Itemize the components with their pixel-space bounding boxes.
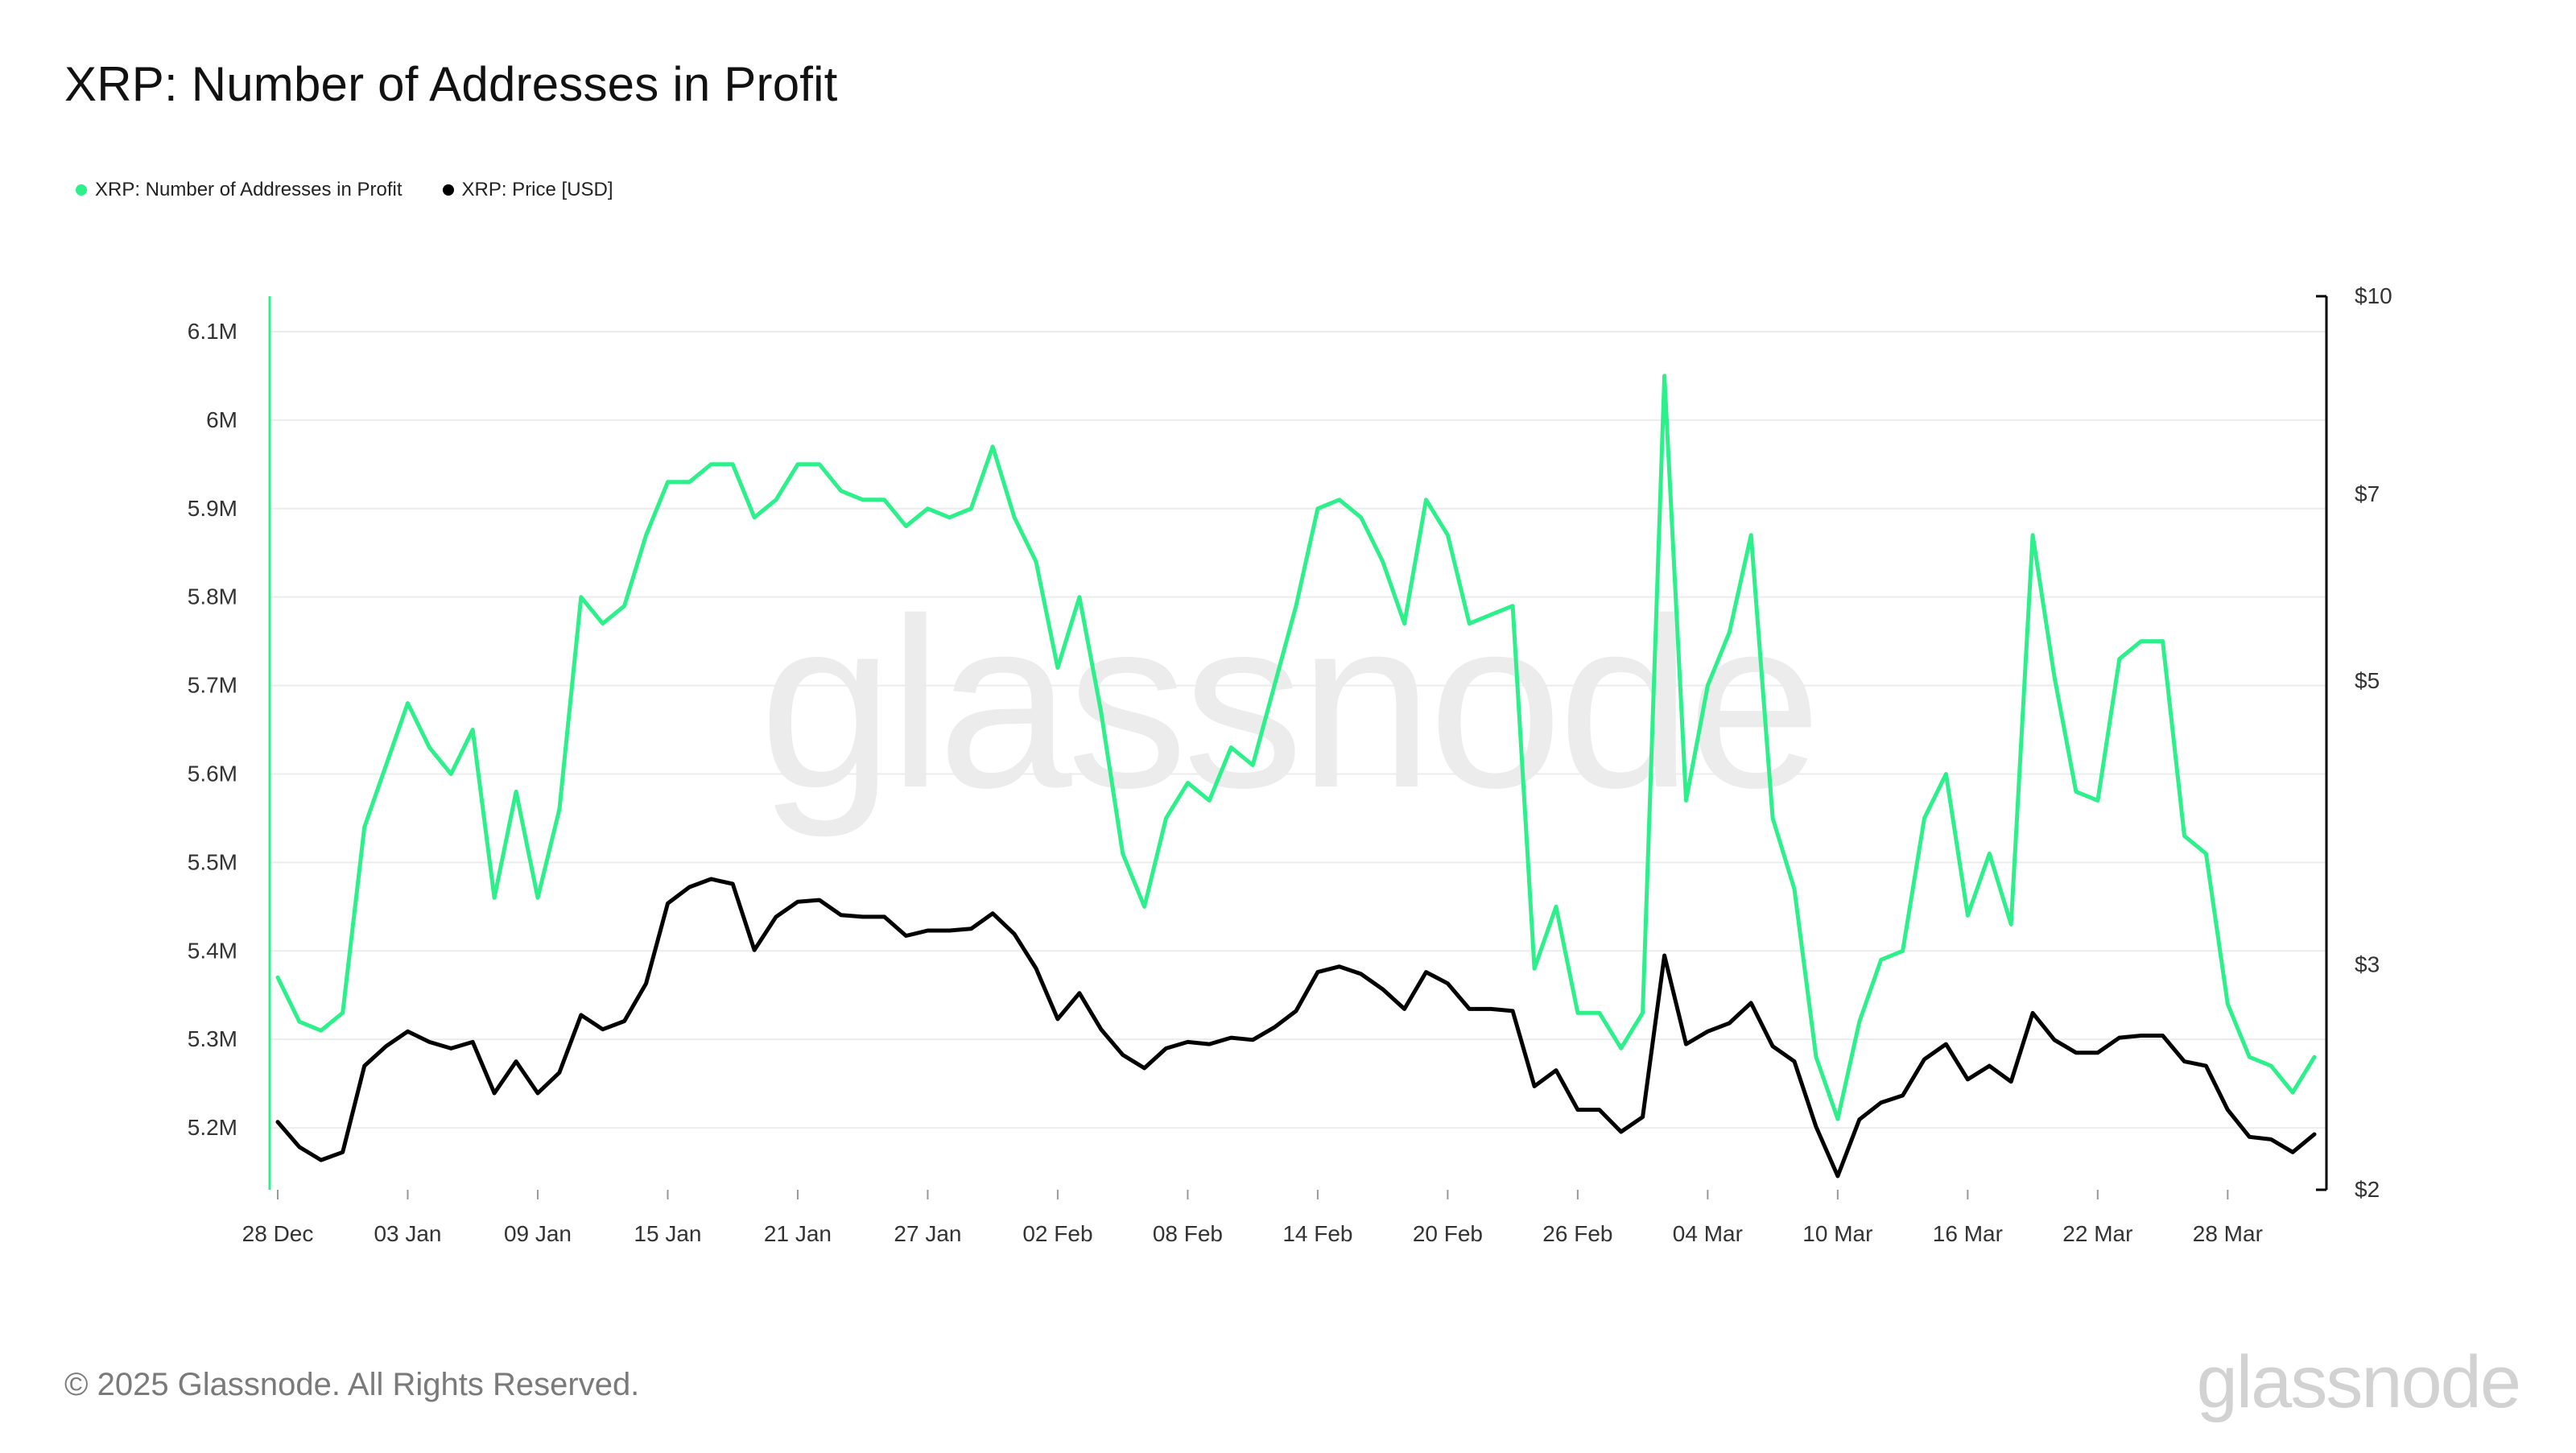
copyright-footer: © 2025 Glassnode. All Rights Reserved. (64, 1367, 640, 1402)
x-tick-label: 28 Dec (242, 1221, 314, 1246)
legend-item-price[interactable]: XRP: Price [USD] (442, 179, 613, 201)
x-tick-label: 26 Feb (1542, 1221, 1612, 1246)
y-tick-label-left: 5.9M (188, 496, 237, 521)
series-line-price (275, 877, 2317, 1178)
x-tick-label: 16 Mar (1933, 1221, 2003, 1246)
legend-dot-addresses (76, 184, 87, 196)
y-tick-label-right: $10 (2355, 283, 2392, 308)
y-tick-label-left: 6.1M (188, 319, 237, 344)
y-tick-label-right: $5 (2355, 668, 2380, 693)
x-tick-label: 03 Jan (374, 1221, 441, 1246)
x-tick-label: 10 Mar (1802, 1221, 1872, 1246)
x-tick-label: 20 Feb (1413, 1221, 1483, 1246)
y-tick-label-left: 5.2M (188, 1115, 237, 1140)
x-tick-label: 21 Jan (764, 1221, 832, 1246)
y-tick-label-left: 5.3M (188, 1026, 237, 1051)
x-tick-label: 22 Mar (2062, 1221, 2132, 1246)
x-tick-label: 27 Jan (894, 1221, 961, 1246)
y-tick-label-left: 5.5M (188, 849, 237, 874)
x-tick-label: 02 Feb (1022, 1221, 1092, 1246)
y-tick-label-right: $3 (2355, 951, 2380, 976)
glassnode-logo: glassnode (2196, 1341, 2521, 1423)
x-tick-label: 28 Mar (2193, 1221, 2263, 1246)
x-tick-label: 08 Feb (1153, 1221, 1223, 1246)
legend-item-addresses[interactable]: XRP: Number of Addresses in Profit (76, 179, 402, 201)
x-tick-label: 15 Jan (634, 1221, 701, 1246)
chart-title: XRP: Number of Addresses in Profit (64, 57, 838, 111)
x-tick-label: 14 Feb (1282, 1221, 1352, 1246)
y-tick-label-left: 5.4M (188, 938, 237, 963)
legend-label-price: XRP: Price [USD] (461, 179, 613, 200)
legend-dot-price (442, 184, 454, 196)
y-tick-label-left: 6M (206, 407, 237, 432)
series-line-addresses-in-profit (275, 374, 2317, 1121)
y-tick-label-left: 5.7M (188, 673, 237, 698)
y-tick-label-left: 5.8M (188, 584, 237, 609)
legend: XRP: Number of Addresses in Profit XRP: … (76, 179, 613, 201)
y-tick-label-left: 5.6M (188, 761, 237, 786)
y-tick-label-right: $7 (2355, 481, 2380, 506)
x-tick-label: 09 Jan (504, 1221, 572, 1246)
y-tick-label-right: $2 (2355, 1177, 2380, 1202)
x-tick-label: 04 Mar (1673, 1221, 1743, 1246)
legend-label-addresses: XRP: Number of Addresses in Profit (95, 179, 402, 200)
